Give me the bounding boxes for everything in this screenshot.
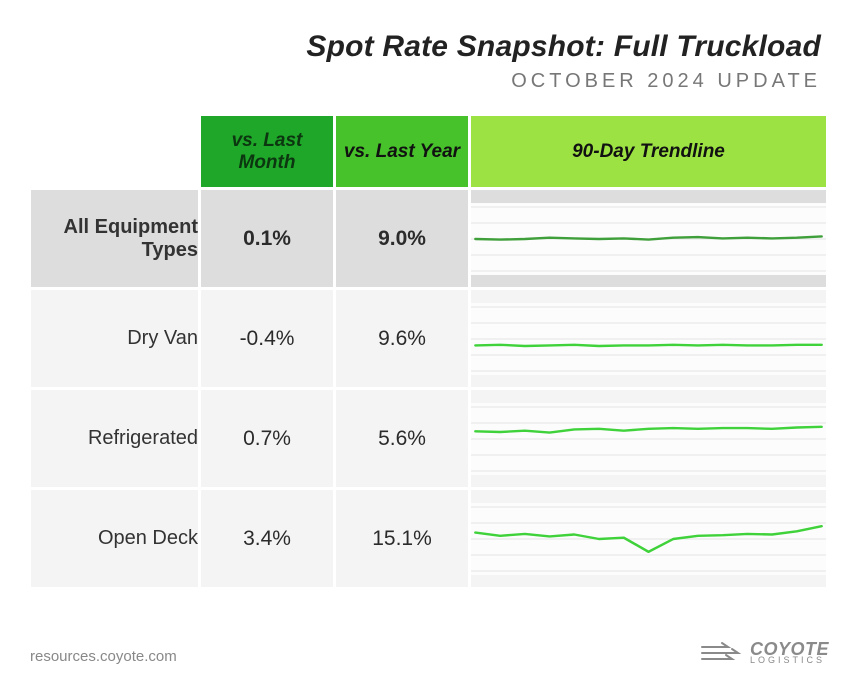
- cell-trendline: [470, 289, 828, 389]
- cell-vs-month: -0.4%: [200, 289, 335, 389]
- header-blank: [30, 115, 200, 189]
- cell-trendline: [470, 489, 828, 589]
- header-trend: 90-Day Trendline: [470, 115, 828, 189]
- cell-vs-year: 15.1%: [335, 489, 470, 589]
- table-row: Refrigerated0.7%5.6%: [30, 389, 828, 489]
- source-text: resources.coyote.com: [30, 648, 177, 665]
- row-label: Open Deck: [30, 489, 200, 589]
- brand-text: COYOTE LOGISTICS: [750, 642, 829, 665]
- table-row: All Equipment Types0.1%9.0%: [30, 189, 828, 289]
- table-header-row: vs. Last Month vs. Last Year 90-Day Tren…: [30, 115, 828, 189]
- sparkline: [471, 503, 826, 575]
- header-vs-month-label: vs. Last Month: [232, 130, 303, 173]
- sparkline: [471, 303, 826, 375]
- cell-vs-year: 9.6%: [335, 289, 470, 389]
- cell-vs-month: 0.7%: [200, 389, 335, 489]
- sparkline: [471, 403, 826, 475]
- page-subtitle: OCTOBER 2024 UPDATE: [28, 70, 821, 93]
- snapshot-table: vs. Last Month vs. Last Year 90-Day Tren…: [28, 113, 829, 590]
- header-vs-year-label: vs. Last Year: [344, 141, 460, 162]
- row-label: Dry Van: [30, 289, 200, 389]
- footer: resources.coyote.com COYOTE LOGISTICS: [30, 641, 829, 665]
- table-body: All Equipment Types0.1%9.0% Dry Van-0.4%…: [30, 189, 828, 589]
- cell-vs-year: 5.6%: [335, 389, 470, 489]
- row-label: All Equipment Types: [30, 189, 200, 289]
- header-vs-month: vs. Last Month: [200, 115, 335, 189]
- table-row: Open Deck3.4%15.1%: [30, 489, 828, 589]
- sparkline: [471, 203, 826, 275]
- arrow-icon: [700, 641, 744, 665]
- brand-bottom: LOGISTICS: [750, 657, 829, 665]
- title-bar: Spot Rate Snapshot: Full Truckload OCTOB…: [28, 30, 829, 93]
- brand-logo: COYOTE LOGISTICS: [700, 641, 829, 665]
- cell-vs-month: 3.4%: [200, 489, 335, 589]
- cell-trendline: [470, 389, 828, 489]
- header-trend-label: 90-Day Trendline: [572, 141, 725, 162]
- page-title: Spot Rate Snapshot: Full Truckload: [28, 30, 821, 64]
- cell-vs-month: 0.1%: [200, 189, 335, 289]
- header-vs-year: vs. Last Year: [335, 115, 470, 189]
- cell-vs-year: 9.0%: [335, 189, 470, 289]
- table-row: Dry Van-0.4%9.6%: [30, 289, 828, 389]
- cell-trendline: [470, 189, 828, 289]
- row-label: Refrigerated: [30, 389, 200, 489]
